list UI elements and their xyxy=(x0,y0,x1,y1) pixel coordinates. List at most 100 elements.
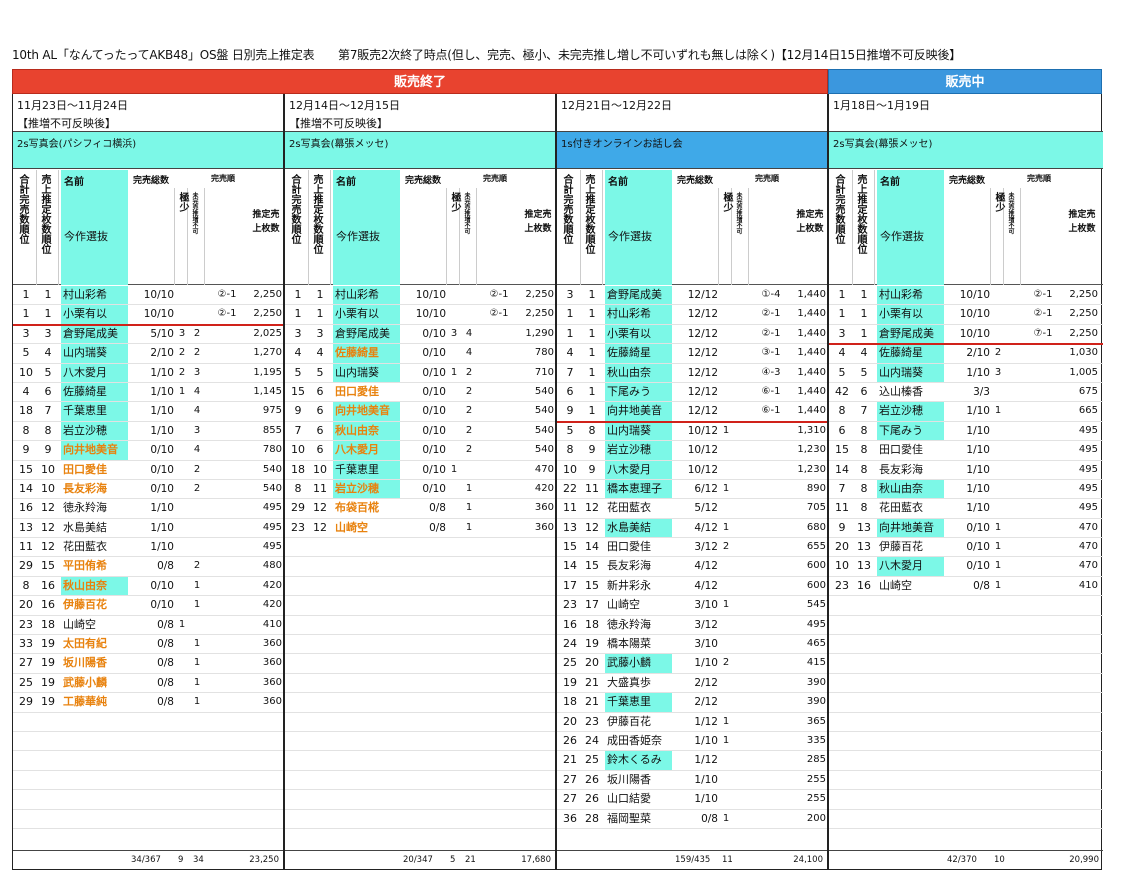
mikan-count xyxy=(733,557,749,575)
estimated-sales: 540 xyxy=(534,424,554,436)
total-rank: 19 xyxy=(563,675,577,689)
kanbai-order xyxy=(1023,383,1063,401)
estimate-rank: 11 xyxy=(585,481,599,495)
kyokusho-count xyxy=(176,693,188,711)
estimate-rank: 21 xyxy=(585,695,599,709)
member-name: 山口結愛 xyxy=(607,792,651,806)
total-sold: 1/12 xyxy=(694,754,718,767)
member-name: 成田香姫奈 xyxy=(607,733,662,747)
table-row: 10 9 八木愛月 10/12 1,230 xyxy=(557,460,827,480)
total-sold: 2/12 xyxy=(694,696,718,709)
mikan-count xyxy=(733,751,749,769)
kanbai-order: ①-4 xyxy=(761,289,781,300)
table-row xyxy=(829,790,1103,810)
estimated-sales: 2,250 xyxy=(1069,327,1098,339)
rank-estimate-label: 売上推定枚数順位 xyxy=(583,174,594,254)
data-rows: 1 1 村山彩希 10/10 ②-1 2,250 1 1 小栗有以 10/10 ②-1 2,250 3 3… xyxy=(13,286,283,829)
totals-row: 42/370 10 20,990 xyxy=(829,850,1103,869)
estimate-rank: 13 xyxy=(857,520,871,534)
kyokusho-count xyxy=(720,790,732,808)
mikan-count xyxy=(1005,402,1021,420)
kanbai-order xyxy=(207,693,247,711)
rank-total-label: 合計完売数順位 xyxy=(17,174,28,244)
table-row: 25 19 武藤小麟 0/8 1 360 xyxy=(13,674,283,694)
mikan-count xyxy=(1005,557,1021,575)
column-header: 合計完売数順位 売上推定枚数順位 名前 今作選抜 完売総数 極少 未完売推増不可 完売順 推定売… xyxy=(285,170,555,285)
mikan-count: 1 xyxy=(465,502,473,514)
total-rank: 3 xyxy=(294,326,302,340)
panel-date: 12月14日〜12月15日 xyxy=(289,99,400,112)
mikan-count xyxy=(733,402,749,420)
table-row: 27 26 坂川陽香 1/10 255 xyxy=(557,771,827,791)
total-rank: 1 xyxy=(294,307,302,321)
mikan-label: 未完売推増不可 xyxy=(1007,192,1014,234)
estimate-rank: 1 xyxy=(860,307,868,321)
member-name: 村山彩希 xyxy=(333,286,400,305)
footer-kyokusho: 11 xyxy=(722,855,733,865)
kyokusho-count: 1 xyxy=(722,715,730,727)
estimated-sales: 495 xyxy=(262,502,282,514)
name-header: 名前 今作選抜 xyxy=(61,170,128,285)
estimated-sales: 1,310 xyxy=(797,424,826,436)
kanbai-order xyxy=(751,538,791,556)
mikan-count: 1 xyxy=(193,638,201,650)
kyokusho-count: 1 xyxy=(722,482,730,494)
kyokusho-header: 極少 xyxy=(446,188,460,285)
footer-estimate: 17,680 xyxy=(521,855,551,865)
estimated-sales: 1,195 xyxy=(253,366,282,378)
member-name: 坂川陽香 xyxy=(63,656,107,670)
table-row: 23 12 山崎空 0/8 1 360 xyxy=(285,519,555,539)
total-sold: 0/10 xyxy=(422,385,446,398)
total-rank: 6 xyxy=(566,384,574,398)
mikan-count xyxy=(733,693,749,711)
mikan-count: 1 xyxy=(465,521,473,533)
estimate-rank: 1 xyxy=(44,307,52,321)
kyokusho-header: 極少 xyxy=(174,188,188,285)
estimate-rank: 23 xyxy=(585,714,599,728)
total-sold: 1/10 xyxy=(966,502,990,515)
total-sold: 0/8 xyxy=(157,560,174,573)
estimate-rank: 1 xyxy=(588,326,596,340)
member-name: 山内瑞葵 xyxy=(333,363,400,382)
estimated-sales: 200 xyxy=(806,812,826,824)
estimated-sales: 495 xyxy=(1078,424,1098,436)
total-sold: 1/10 xyxy=(966,366,990,379)
table-row: 29 15 平田侑希 0/8 2 480 xyxy=(13,557,283,577)
estimated-sales: 540 xyxy=(534,444,554,456)
estimated-sales: 360 xyxy=(534,502,554,514)
table-row: 5 5 山内瑞葵 1/10 3 1,005 xyxy=(829,363,1103,383)
estimate-rank: 24 xyxy=(585,733,599,747)
table-row xyxy=(285,596,555,616)
member-name: 村山彩希 xyxy=(877,286,944,305)
total-rank: 26 xyxy=(563,733,577,747)
mikan-count xyxy=(733,441,749,459)
kyokusho-count: 2 xyxy=(178,366,186,378)
estimated-sales: 410 xyxy=(1078,579,1098,591)
total-rank: 9 xyxy=(566,404,574,418)
total-sold: 3/12 xyxy=(694,541,718,554)
kanbai-order xyxy=(1023,499,1063,517)
total-sold: 3/3 xyxy=(973,385,990,398)
member-name: 田口愛佳 xyxy=(607,540,651,554)
total-rank: 23 xyxy=(563,598,577,612)
member-name: 山崎空 xyxy=(607,598,640,612)
mikan-count xyxy=(1005,499,1021,517)
table-row: 15 14 田口愛佳 3/12 2 655 xyxy=(557,538,827,558)
estimate-rank: 8 xyxy=(860,501,868,515)
total-sold: 10/12 xyxy=(687,424,718,437)
mikan-count xyxy=(461,286,477,304)
estimated-sales: 255 xyxy=(806,773,826,785)
rank-estimate-header: 売上推定枚数順位 xyxy=(581,170,603,285)
total-rank: 1 xyxy=(294,288,302,301)
total-rank: 9 xyxy=(838,520,846,534)
estimated-sales: 1,145 xyxy=(253,385,282,397)
kyokusho-count: 2 xyxy=(722,541,730,553)
total-rank: 8 xyxy=(22,423,30,437)
total-sold: 0/8 xyxy=(429,521,446,534)
estimated-sales: 360 xyxy=(262,696,282,708)
kyokusho-count: 3 xyxy=(178,327,186,339)
estimate-rank: 1 xyxy=(316,288,324,301)
table-row: 27 19 坂川陽香 0/8 1 360 xyxy=(13,654,283,674)
estimated-sales: 780 xyxy=(262,444,282,456)
table-row: 1 1 村山彩希 10/10 ②-1 2,250 xyxy=(285,286,555,306)
